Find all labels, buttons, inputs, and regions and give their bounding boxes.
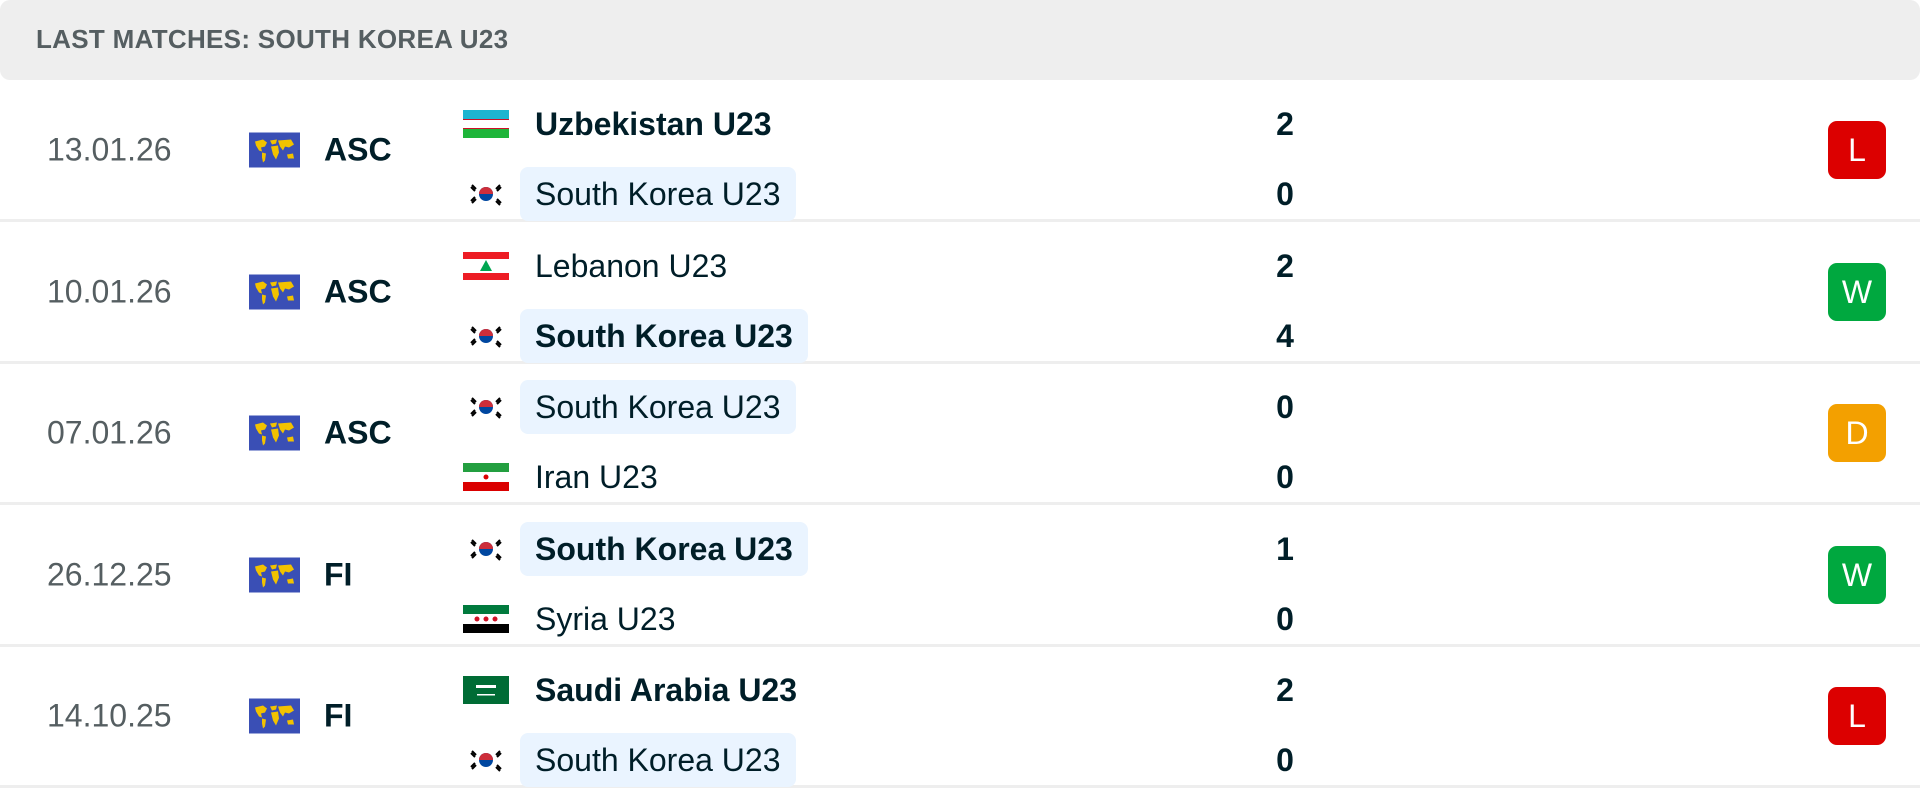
match-date: 26.12.25	[47, 556, 172, 592]
team-name[interactable]: South Korea U23	[520, 380, 796, 434]
world-map-icon	[249, 557, 300, 592]
team-score: 2	[1276, 106, 1294, 142]
away-team[interactable]: South Korea U23 0	[0, 167, 1500, 221]
match-row[interactable]: 26.12.25 FI South Korea U23 1 Syria U23 …	[0, 506, 1920, 647]
world-map-icon	[249, 415, 300, 451]
away-team[interactable]: South Korea U23 4	[0, 308, 1500, 363]
match-row[interactable]: 07.01.26 ASC South Korea U23 0 Iran U23 …	[0, 364, 1920, 505]
team-score: 2	[1276, 672, 1294, 708]
team-name[interactable]: Iran U23	[535, 459, 658, 495]
syria-flag-icon	[463, 604, 509, 633]
team-name[interactable]: Saudi Arabia U23	[535, 672, 798, 708]
competition-name[interactable]: FI	[324, 697, 353, 734]
competition-name[interactable]: FI	[324, 556, 353, 592]
team-score: 0	[1276, 459, 1294, 495]
south-korea-flag-icon	[463, 321, 509, 350]
result-badge: D	[1828, 404, 1886, 462]
south-korea-flag-icon	[463, 393, 509, 421]
team-score: 4	[1276, 317, 1294, 354]
result-badge: L	[1828, 121, 1886, 179]
match-date: 14.10.25	[47, 697, 172, 734]
lebanon-flag-icon	[463, 251, 509, 280]
world-map-icon	[249, 698, 300, 734]
team-name[interactable]: South Korea U23	[520, 167, 796, 221]
team-score: 0	[1276, 389, 1294, 425]
saudi-arabia-flag-icon	[463, 676, 509, 704]
away-team[interactable]: South Korea U23 0	[0, 733, 1500, 787]
team-name[interactable]: Syria U23	[535, 600, 676, 637]
team-score: 1	[1276, 530, 1294, 567]
competition-name[interactable]: ASC	[324, 131, 392, 168]
home-team[interactable]: South Korea U23 0	[0, 380, 1500, 434]
team-score: 0	[1276, 742, 1294, 778]
match-row[interactable]: 14.10.25 FI Saudi Arabia U23 2 South Kor…	[0, 647, 1920, 788]
south-korea-flag-icon	[463, 180, 509, 208]
match-row[interactable]: 10.01.26 ASC Lebanon U23 2 South Korea U…	[0, 223, 1920, 364]
match-date: 13.01.26	[47, 131, 172, 168]
world-map-icon	[249, 132, 300, 168]
section-title: LAST MATCHES: SOUTH KOREA U23	[36, 24, 509, 54]
iran-flag-icon	[463, 463, 509, 491]
competition-name[interactable]: ASC	[324, 414, 392, 451]
uzbekistan-flag-icon	[463, 110, 509, 138]
away-team[interactable]: Iran U23 0	[0, 450, 1500, 504]
team-name[interactable]: Lebanon U23	[535, 247, 728, 284]
world-map-icon	[249, 274, 300, 309]
away-team[interactable]: Syria U23 0	[0, 592, 1500, 646]
home-team[interactable]: Uzbekistan U23 2	[0, 97, 1500, 151]
team-score: 0	[1276, 176, 1294, 212]
result-badge: W	[1828, 262, 1886, 321]
team-score: 0	[1276, 600, 1294, 637]
team-score: 2	[1276, 247, 1294, 284]
south-korea-flag-icon	[463, 746, 509, 774]
team-name[interactable]: South Korea U23	[520, 733, 796, 787]
home-team[interactable]: Saudi Arabia U23 2	[0, 663, 1500, 717]
team-name[interactable]: South Korea U23	[520, 521, 808, 576]
home-team[interactable]: Lebanon U23 2	[0, 239, 1500, 293]
home-team[interactable]: South Korea U23 1	[0, 521, 1500, 576]
result-badge: W	[1828, 545, 1886, 604]
match-row[interactable]: 13.01.26 ASC Uzbekistan U23 2 South Kore…	[0, 81, 1920, 222]
team-name[interactable]: Uzbekistan U23	[535, 106, 772, 142]
south-korea-flag-icon	[463, 534, 509, 563]
match-date: 07.01.26	[47, 414, 172, 451]
result-badge: L	[1828, 687, 1886, 745]
match-date: 10.01.26	[47, 273, 172, 309]
team-name[interactable]: South Korea U23	[520, 308, 808, 363]
competition-name[interactable]: ASC	[324, 273, 392, 309]
section-header: LAST MATCHES: SOUTH KOREA U23	[0, 0, 1920, 80]
